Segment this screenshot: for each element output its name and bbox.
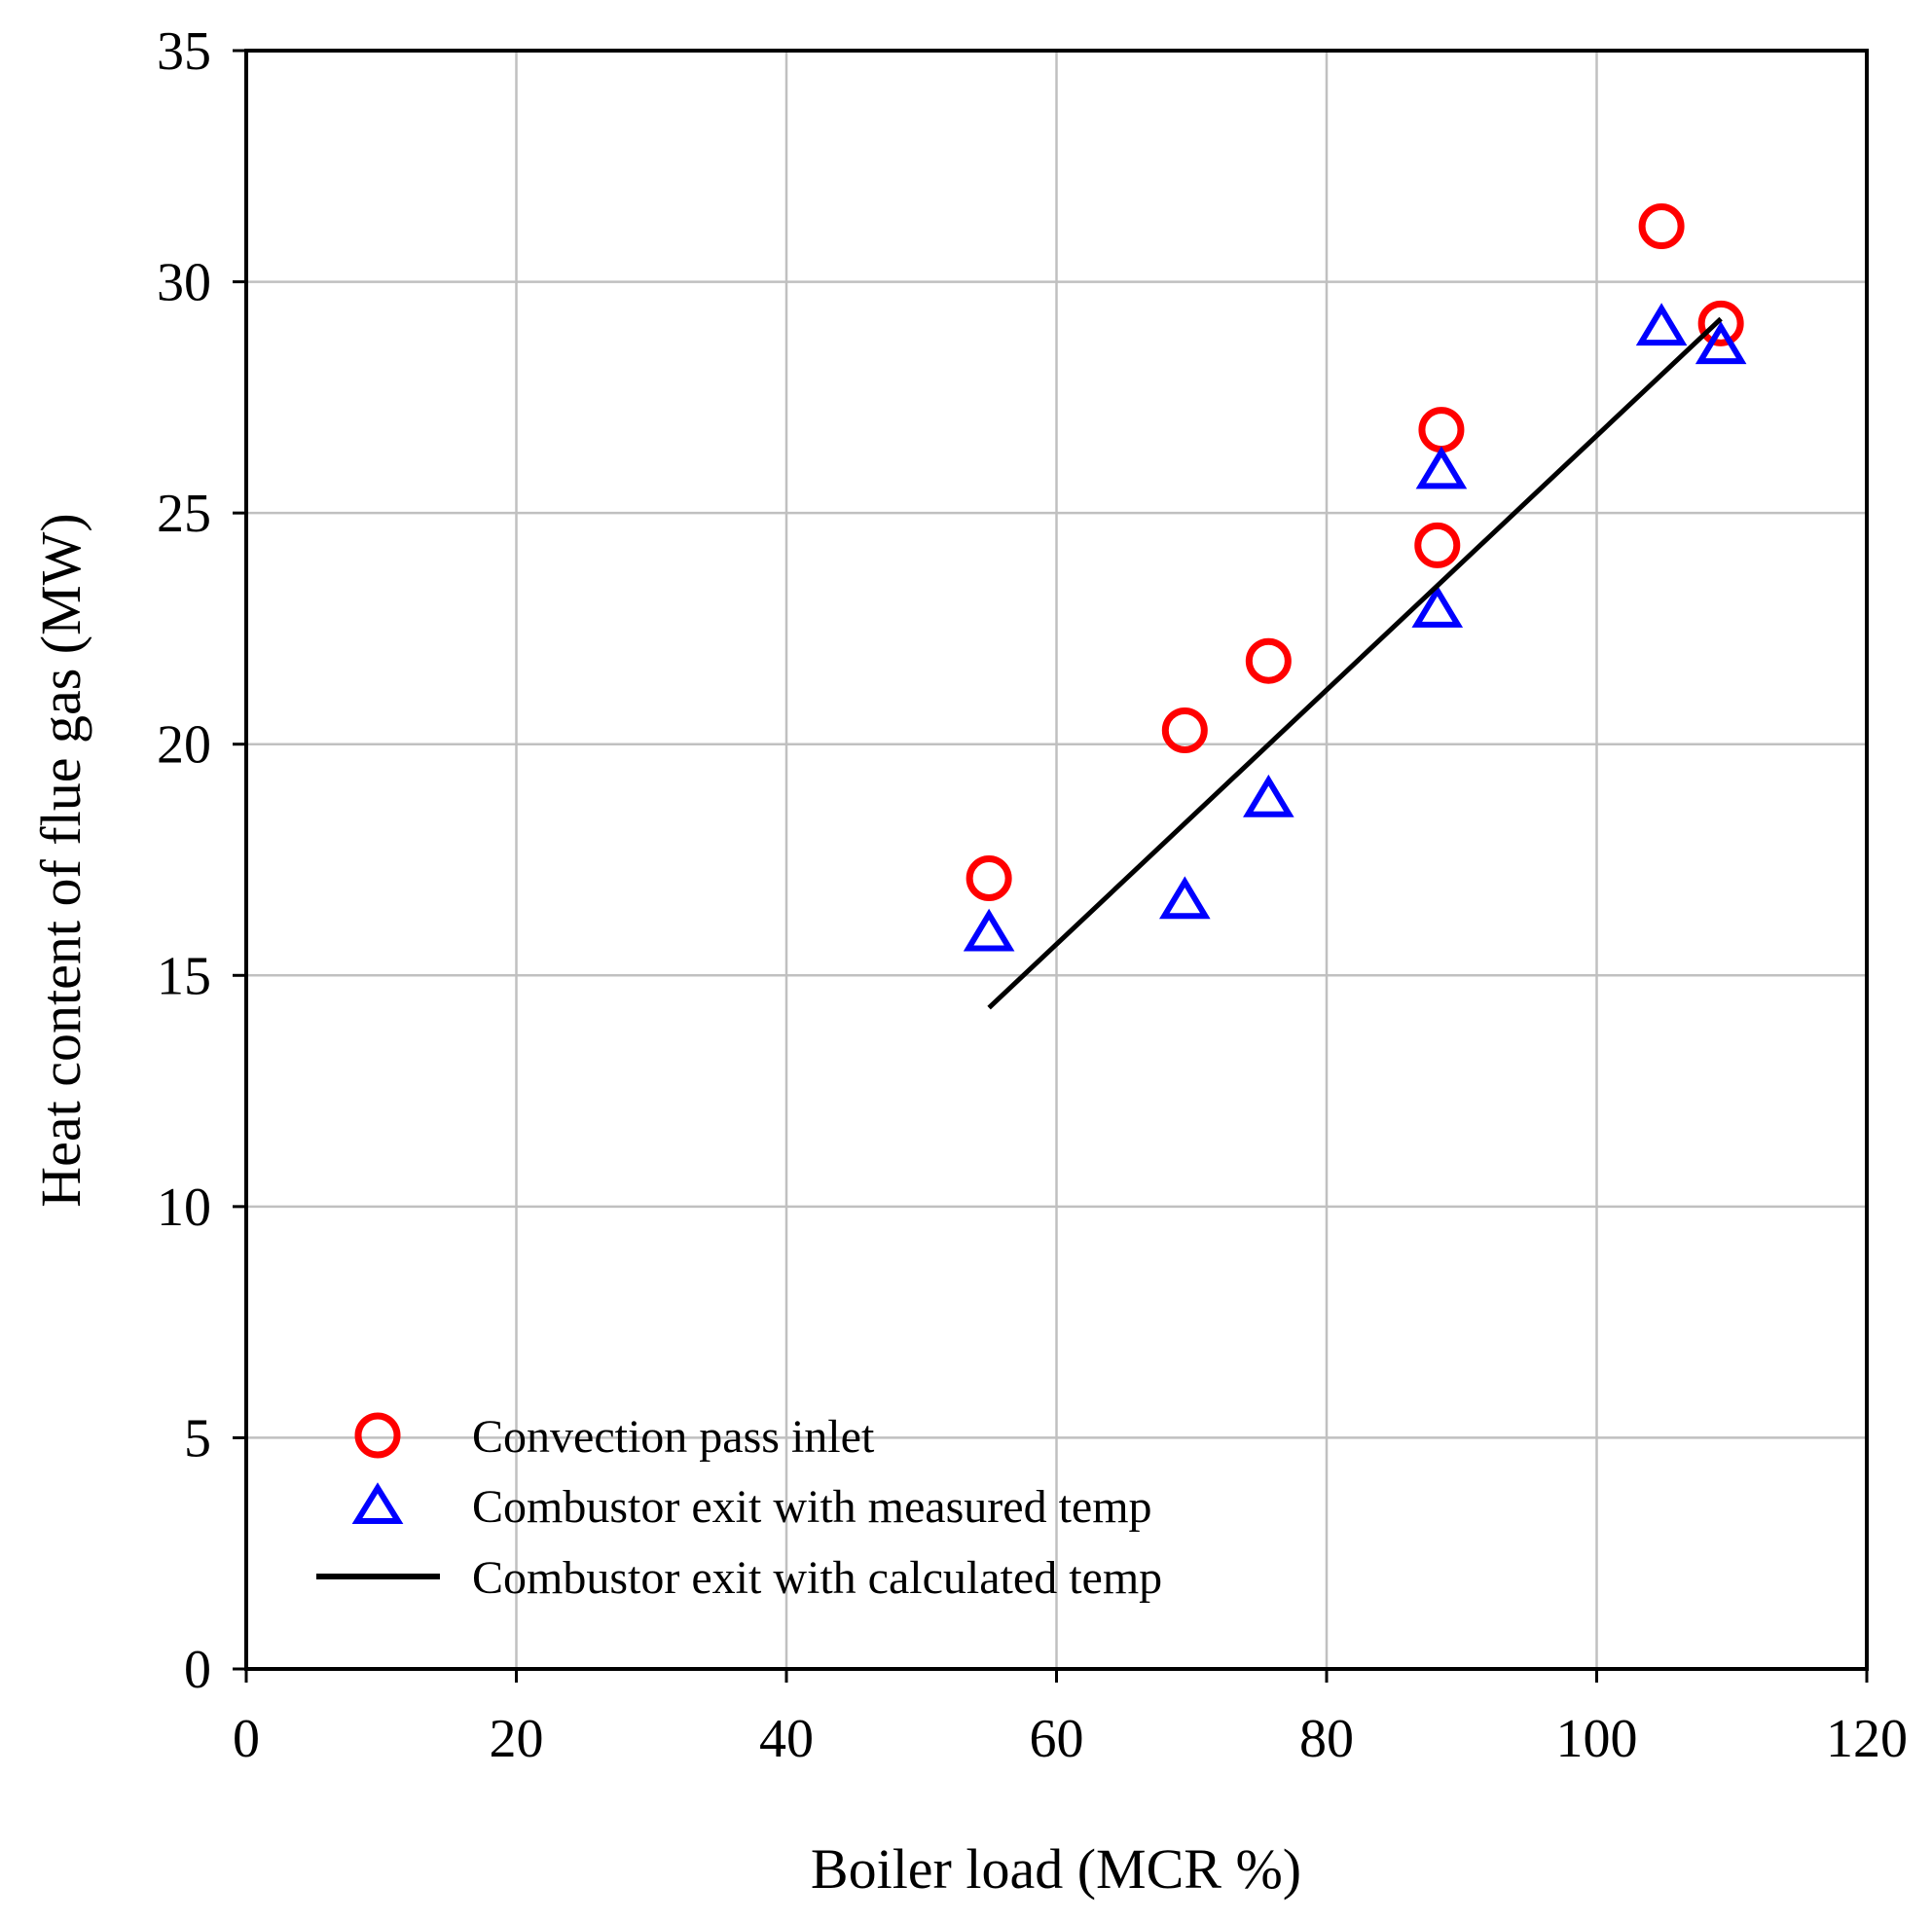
data-series: [963, 203, 1747, 1010]
convection-point: [1638, 203, 1685, 250]
convection-point: [1418, 407, 1465, 453]
y-tick-label: 30: [157, 253, 211, 313]
axis-ticks: 0 20 40 60 80 100 120 0 5 10 15 20 25 30 35: [157, 21, 1908, 1769]
legend-label-convection: Convection pass inlet: [472, 1411, 875, 1463]
x-tick-label: 0: [233, 1709, 260, 1769]
legend-circle-marker: [354, 1412, 401, 1459]
measured-temp-point: [963, 908, 1015, 952]
calculated-temp-line: [987, 316, 1723, 1010]
x-axis-title: Boiler load (MCR %): [811, 1837, 1301, 1901]
convection-point: [1161, 707, 1208, 753]
y-tick-label: 5: [184, 1408, 211, 1468]
measured-temp-point: [1635, 303, 1688, 346]
convection-point: [1245, 637, 1292, 684]
legend: Convection pass inlet Combustor exit wit…: [316, 1411, 1162, 1604]
series-circle: [966, 203, 1744, 902]
x-tick-label: 100: [1556, 1709, 1638, 1769]
legend-label-calculated: Combustor exit with calculated temp: [472, 1552, 1162, 1604]
convection-point: [1697, 300, 1744, 346]
x-tick-label: 20: [490, 1709, 544, 1769]
grid-lines: [246, 51, 1867, 1669]
convection-point: [966, 855, 1012, 902]
measured-temp-point: [1243, 774, 1294, 817]
legend-item-convection: Convection pass inlet: [354, 1411, 875, 1463]
measured-temp-point: [1415, 446, 1468, 489]
measured-temp-point: [1695, 321, 1747, 365]
y-tick-label: 20: [157, 715, 211, 776]
legend-triangle-marker: [351, 1482, 404, 1524]
series-triangle: [963, 303, 1747, 952]
legend-item-measured: Combustor exit with measured temp: [351, 1481, 1152, 1533]
measured-temp-point: [1159, 876, 1211, 920]
y-axis-title: Heat content of flue gas (MW): [29, 513, 92, 1207]
x-tick-label: 120: [1826, 1709, 1908, 1769]
y-tick-label: 10: [157, 1178, 211, 1238]
series-line: [987, 316, 1723, 1010]
y-tick-label: 35: [157, 21, 211, 82]
x-tick-label: 80: [1299, 1709, 1354, 1769]
x-tick-label: 60: [1030, 1709, 1084, 1769]
measured-temp-point: [1411, 585, 1464, 628]
legend-item-calculated: Combustor exit with calculated temp: [316, 1552, 1162, 1604]
legend-label-measured: Combustor exit with measured temp: [472, 1481, 1152, 1533]
x-tick-label: 40: [759, 1709, 814, 1769]
y-tick-label: 0: [184, 1640, 211, 1700]
y-tick-label: 25: [157, 484, 211, 544]
convection-point: [1414, 522, 1461, 568]
y-tick-label: 15: [157, 946, 211, 1006]
